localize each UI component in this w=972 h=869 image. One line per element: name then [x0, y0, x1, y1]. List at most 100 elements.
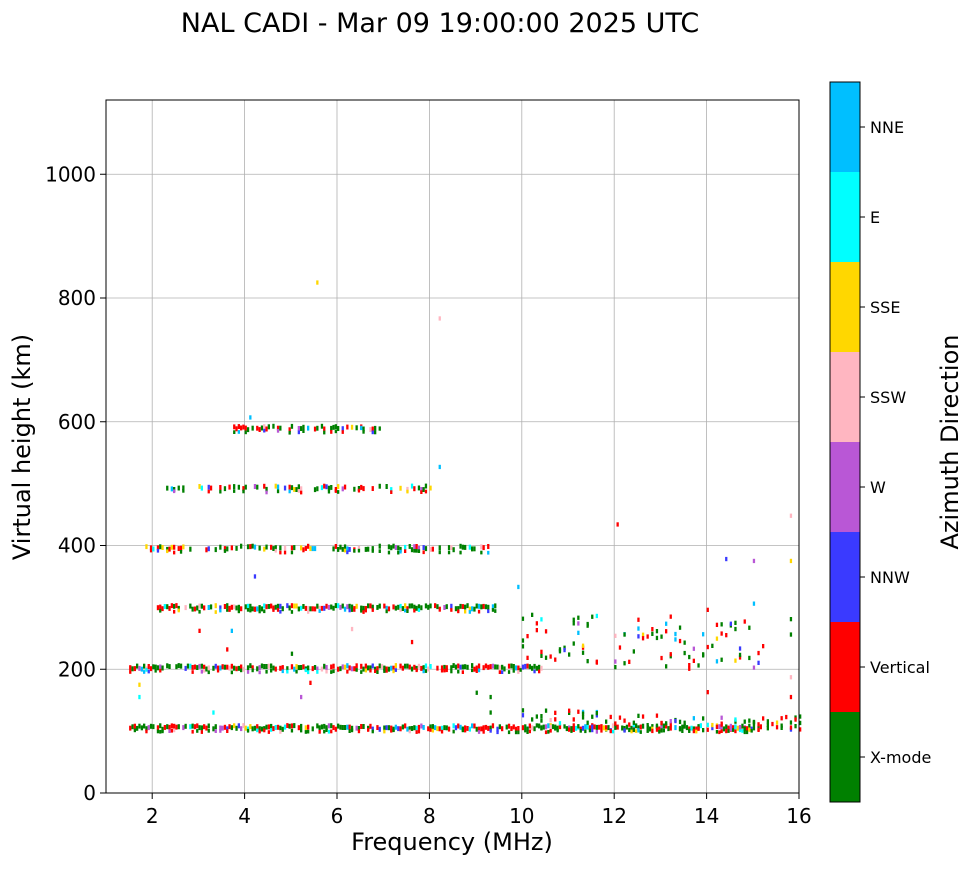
echo-cell — [258, 605, 261, 611]
echo-cell — [274, 604, 277, 610]
echo-cell — [390, 487, 393, 493]
echo-cell — [431, 728, 434, 733]
echo-cell — [674, 725, 677, 731]
colorbar: X-mode Vertical NNW W SSW SSE E NNE — [829, 81, 931, 803]
echo-cell — [182, 489, 185, 493]
echo-cell — [725, 633, 728, 638]
echo-cell — [392, 604, 395, 610]
echo-point — [517, 584, 520, 590]
echo-cell — [242, 424, 245, 430]
echo-cell — [332, 669, 335, 674]
echo-cell — [369, 723, 372, 729]
echo-cell — [718, 724, 721, 730]
echo-cell — [198, 663, 201, 669]
echo-cell — [260, 425, 264, 431]
echo-cell — [200, 730, 203, 734]
echo-cell — [145, 668, 148, 672]
echo-cell — [572, 717, 575, 722]
echo-cell — [489, 725, 492, 731]
echo-cell — [383, 729, 386, 734]
echo-cell — [577, 615, 580, 620]
echo-cell — [249, 724, 252, 730]
echo-cell — [385, 484, 388, 489]
echo-cell — [725, 724, 728, 730]
echo-cell — [242, 666, 245, 672]
echo-cell — [182, 725, 185, 731]
echo-cell — [459, 550, 462, 555]
echo-cell — [325, 669, 328, 674]
echo-cell — [378, 549, 381, 553]
y-axis-ticks: 0 200 400 600 800 1000 — [45, 162, 106, 805]
echo-cell — [286, 669, 289, 674]
echo-point — [138, 682, 141, 687]
echo-cell — [256, 606, 259, 612]
echo-cell — [353, 549, 356, 553]
echo-cell — [369, 668, 372, 673]
echo-cell — [226, 664, 229, 670]
echo-cell — [646, 634, 649, 639]
echo-cell — [332, 725, 335, 730]
echo-cell — [447, 550, 451, 555]
echo-cell — [471, 546, 474, 552]
echo-cell — [720, 631, 723, 636]
echo-cell — [639, 724, 642, 730]
echo-cell — [242, 486, 245, 491]
echo-cell — [196, 729, 199, 733]
echo-cell — [683, 720, 686, 725]
echo-cell — [711, 722, 714, 728]
echo-cell — [461, 664, 464, 670]
x-tick-label: 12 — [601, 804, 626, 828]
echo-cell — [410, 547, 414, 553]
colorbar-tick-label: E — [870, 208, 880, 227]
echo-cell — [364, 608, 367, 613]
echo-cell — [387, 544, 391, 550]
echo-cell — [357, 729, 361, 734]
echo-cell — [540, 726, 543, 731]
echo-cell — [669, 722, 672, 727]
echo-cell — [221, 664, 224, 670]
echo-point — [789, 513, 793, 518]
echo-cell — [544, 629, 548, 634]
echo-cell — [461, 670, 464, 674]
echo-cell — [586, 720, 589, 725]
echo-cell — [447, 545, 451, 550]
echo-cell — [357, 548, 361, 553]
echo-cell — [646, 723, 649, 728]
echo-cell — [136, 663, 139, 669]
echo-cell — [307, 425, 310, 431]
echo-cell — [230, 670, 233, 675]
echo-cell — [159, 604, 162, 610]
echo-cell — [332, 663, 335, 669]
echo-cell — [355, 668, 358, 672]
echo-cell — [189, 663, 192, 669]
echo-cell — [163, 725, 166, 730]
echo-cell — [438, 550, 441, 555]
echo-cell — [390, 490, 393, 494]
echo-cell — [498, 670, 501, 674]
echo-cell — [554, 710, 557, 715]
echo-cell — [658, 729, 661, 734]
echo-cell — [200, 485, 203, 491]
echo-cell — [233, 604, 236, 610]
echo-cell — [219, 485, 222, 490]
echo-cell — [214, 663, 217, 669]
echo-cell — [129, 725, 132, 731]
echo-cell — [334, 726, 337, 732]
echo-cell — [706, 722, 709, 727]
echo-cell — [512, 664, 515, 669]
echo-cell — [189, 724, 192, 730]
echo-cell — [424, 669, 428, 673]
echo-cell — [191, 606, 194, 612]
echo-cell — [233, 723, 236, 729]
echo-cell — [727, 725, 730, 731]
echo-cell — [193, 606, 197, 612]
echo-cell — [591, 724, 594, 729]
echo-cell — [415, 549, 418, 553]
echo-cell — [683, 650, 686, 656]
echo-cell — [256, 425, 259, 431]
echo-cell — [660, 655, 663, 661]
echo-cell — [371, 726, 374, 732]
echo-cell — [325, 665, 328, 670]
echo-cell — [147, 725, 150, 731]
echo-cell — [290, 723, 294, 729]
